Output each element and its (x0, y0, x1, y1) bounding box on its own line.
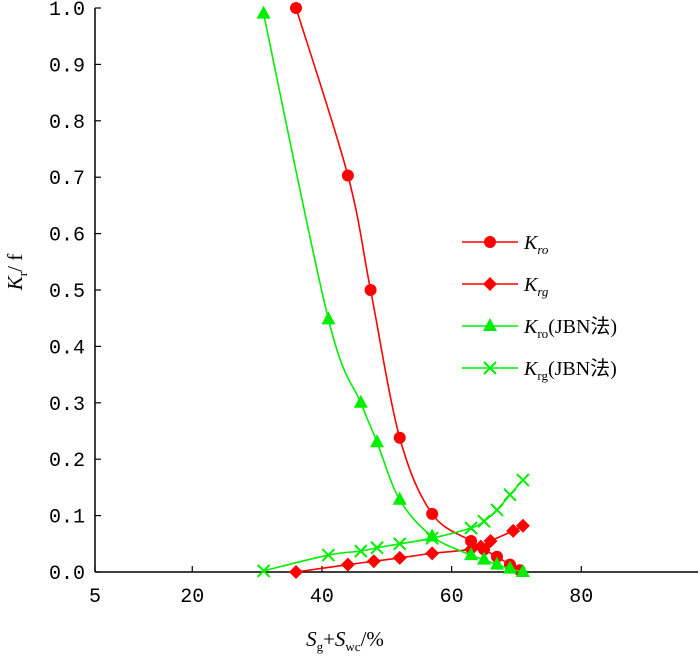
legend-marker-0 (484, 236, 496, 248)
series-3 (256, 473, 530, 578)
x-tick-label-3: 60 (440, 586, 464, 609)
x-tick-label-4: 80 (569, 586, 593, 609)
point-3-0 (256, 564, 271, 578)
point-2-4 (392, 491, 407, 505)
point-0-0 (290, 2, 302, 14)
point-0-4 (426, 507, 439, 520)
point-0-1 (341, 169, 354, 182)
point-2-8 (490, 556, 504, 570)
x-tick-label-2: 40 (310, 586, 334, 609)
point-1-7 (483, 533, 498, 548)
point-3-1 (321, 548, 336, 562)
x-axis-title-main2: S (335, 627, 346, 651)
axes (94, 8, 698, 573)
point-1-1 (340, 557, 355, 572)
point-3-2 (354, 544, 368, 558)
point-3-7 (477, 514, 491, 528)
y-tick-label-10: 1.0 (49, 0, 85, 22)
point-2-7 (477, 551, 492, 565)
legend-label-1: Krg (523, 274, 549, 299)
y-tick-label-8: 0.8 (49, 112, 85, 135)
tick-labels: 5 20 40 60 80 0.0 0.1 0.2 0.3 0.4 0.5 0.6 0.7 0.8 0.9 1… (49, 0, 593, 609)
x-axis-title-unit: /% (361, 627, 384, 651)
point-2-3 (370, 434, 385, 448)
y-tick-label-2: 0.2 (49, 450, 85, 473)
x-tick-label-1: 20 (180, 586, 204, 609)
point-0-3 (393, 431, 406, 444)
point-2-9 (502, 560, 517, 574)
point-3-8 (490, 503, 504, 517)
point-3-4 (393, 537, 407, 551)
point-3-6 (464, 521, 478, 535)
legend-item-0: Kro (462, 232, 549, 257)
point-1-2 (366, 554, 381, 569)
point-1-4 (425, 546, 440, 561)
point-0-2 (364, 284, 377, 296)
y-tick-label-9: 0.9 (49, 55, 85, 78)
y-axis-title: Kr/ f (3, 254, 30, 291)
y-tick-label-6: 0.6 (49, 225, 85, 248)
y-tick-label-4: 0.4 (49, 337, 85, 360)
point-3-5 (425, 531, 439, 545)
point-1-3 (392, 550, 407, 565)
point-1-9 (515, 518, 530, 533)
series-1 (289, 518, 530, 579)
series-line-0 (295, 7, 521, 572)
series-line-1 (295, 525, 524, 573)
series-layer (256, 2, 530, 579)
x-axis-title-sub1: g (317, 639, 324, 654)
legend-marker-2 (483, 318, 497, 331)
legend-label-0: Kro (523, 232, 549, 257)
x-tick-label-0: 5 (89, 586, 101, 609)
legend-marker-1 (483, 277, 497, 291)
point-1-6 (473, 539, 488, 554)
point-1-8 (506, 523, 521, 538)
point-3-10 (516, 473, 530, 487)
point-1-0 (289, 565, 303, 579)
y-tick-label-1: 0.1 (49, 507, 85, 530)
x-axis-title: Sg+Swc/% (306, 627, 384, 654)
legend-item-3: Krg(JBN法) (462, 357, 617, 383)
series-line-2 (262, 13, 524, 573)
y-tick-label-7: 0.7 (49, 168, 85, 191)
point-3-9 (503, 488, 517, 502)
legend-label-3: Krg(JBN法) (523, 357, 617, 383)
legend-marker-3 (483, 361, 497, 375)
x-axis-title-main: S (306, 627, 317, 651)
legend: Kro Krg Kro(JBN法) Krg(JBN法) (462, 232, 617, 383)
point-2-0 (256, 5, 271, 19)
y-axis-title-main: K (3, 275, 27, 291)
tick-marks (94, 7, 582, 573)
point-2-1 (321, 311, 336, 325)
point-2-10 (515, 564, 530, 577)
x-axis-title-plus: + (323, 627, 335, 651)
legend-item-1: Krg (462, 274, 549, 299)
y-axis-title-unit: / f (3, 254, 27, 272)
legend-item-2: Kro(JBN法) (462, 315, 617, 341)
y-tick-label-0: 0.0 (49, 563, 85, 586)
series-2 (256, 5, 530, 577)
point-2-2 (353, 394, 368, 408)
point-0-5 (465, 534, 478, 547)
y-axis-title-sub: r (15, 271, 30, 276)
x-axis-title-sub2: wc (345, 639, 360, 654)
legend-label-2: Kro(JBN法) (523, 315, 617, 341)
y-tick-label-5: 0.5 (49, 281, 85, 304)
point-3-3 (370, 541, 384, 555)
point-2-6 (464, 547, 479, 561)
y-tick-label-3: 0.3 (49, 394, 85, 417)
